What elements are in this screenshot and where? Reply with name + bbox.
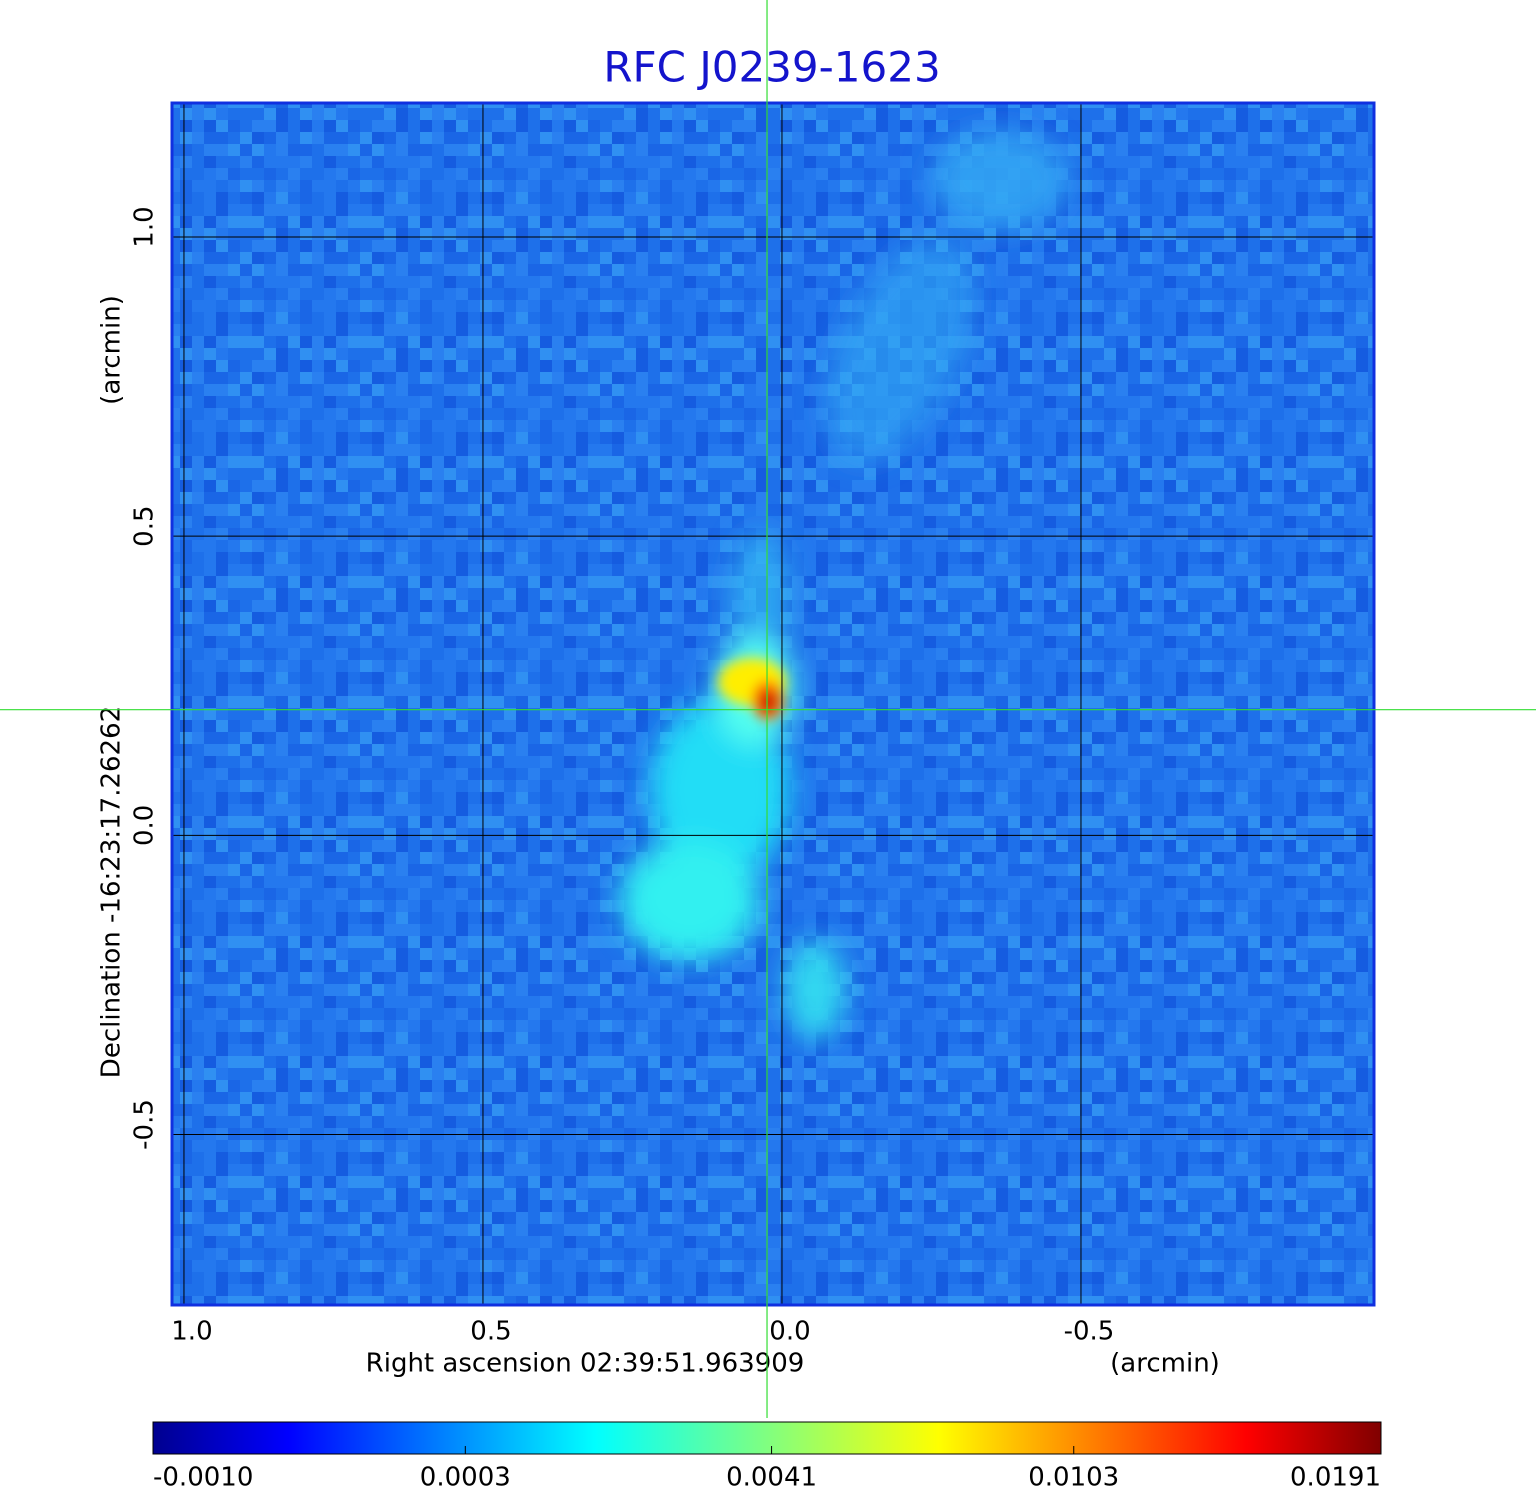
colorbar-tick-label: 0.0103 bbox=[1028, 1463, 1119, 1493]
colorbar-tick-label: 0.0191 bbox=[1290, 1463, 1381, 1493]
y-tick-label: 1.0 bbox=[130, 206, 160, 247]
x-tick-label: -0.5 bbox=[1064, 1317, 1115, 1347]
grid bbox=[172, 103, 1374, 1305]
x-axis-label: Right ascension 02:39:51.963909 bbox=[366, 1349, 805, 1379]
y-tick-label: 0.5 bbox=[130, 505, 160, 546]
x-tick-label: 0.0 bbox=[769, 1317, 810, 1347]
x-tick-label: 1.0 bbox=[171, 1317, 212, 1347]
image bbox=[172, 103, 1374, 1305]
y-tick-label: -0.5 bbox=[130, 1099, 160, 1150]
y-unit: (arcmin) bbox=[97, 295, 127, 405]
plot-frame bbox=[170, 101, 1376, 1307]
colorbar-tick-label: -0.0010 bbox=[153, 1463, 253, 1493]
x-tick-label: 0.5 bbox=[470, 1317, 511, 1347]
y-axis-label: Declination -16:23:17.26262 bbox=[97, 706, 127, 1078]
x-unit: (arcmin) bbox=[1110, 1349, 1220, 1379]
colorbar-tick-label: 0.0003 bbox=[420, 1463, 511, 1493]
colorbar bbox=[152, 1421, 1382, 1455]
colorbar-tick-label: 0.0041 bbox=[726, 1463, 817, 1493]
chart-title: RFC J0239-1623 bbox=[603, 43, 940, 92]
y-tick-label: 0.0 bbox=[130, 805, 160, 846]
